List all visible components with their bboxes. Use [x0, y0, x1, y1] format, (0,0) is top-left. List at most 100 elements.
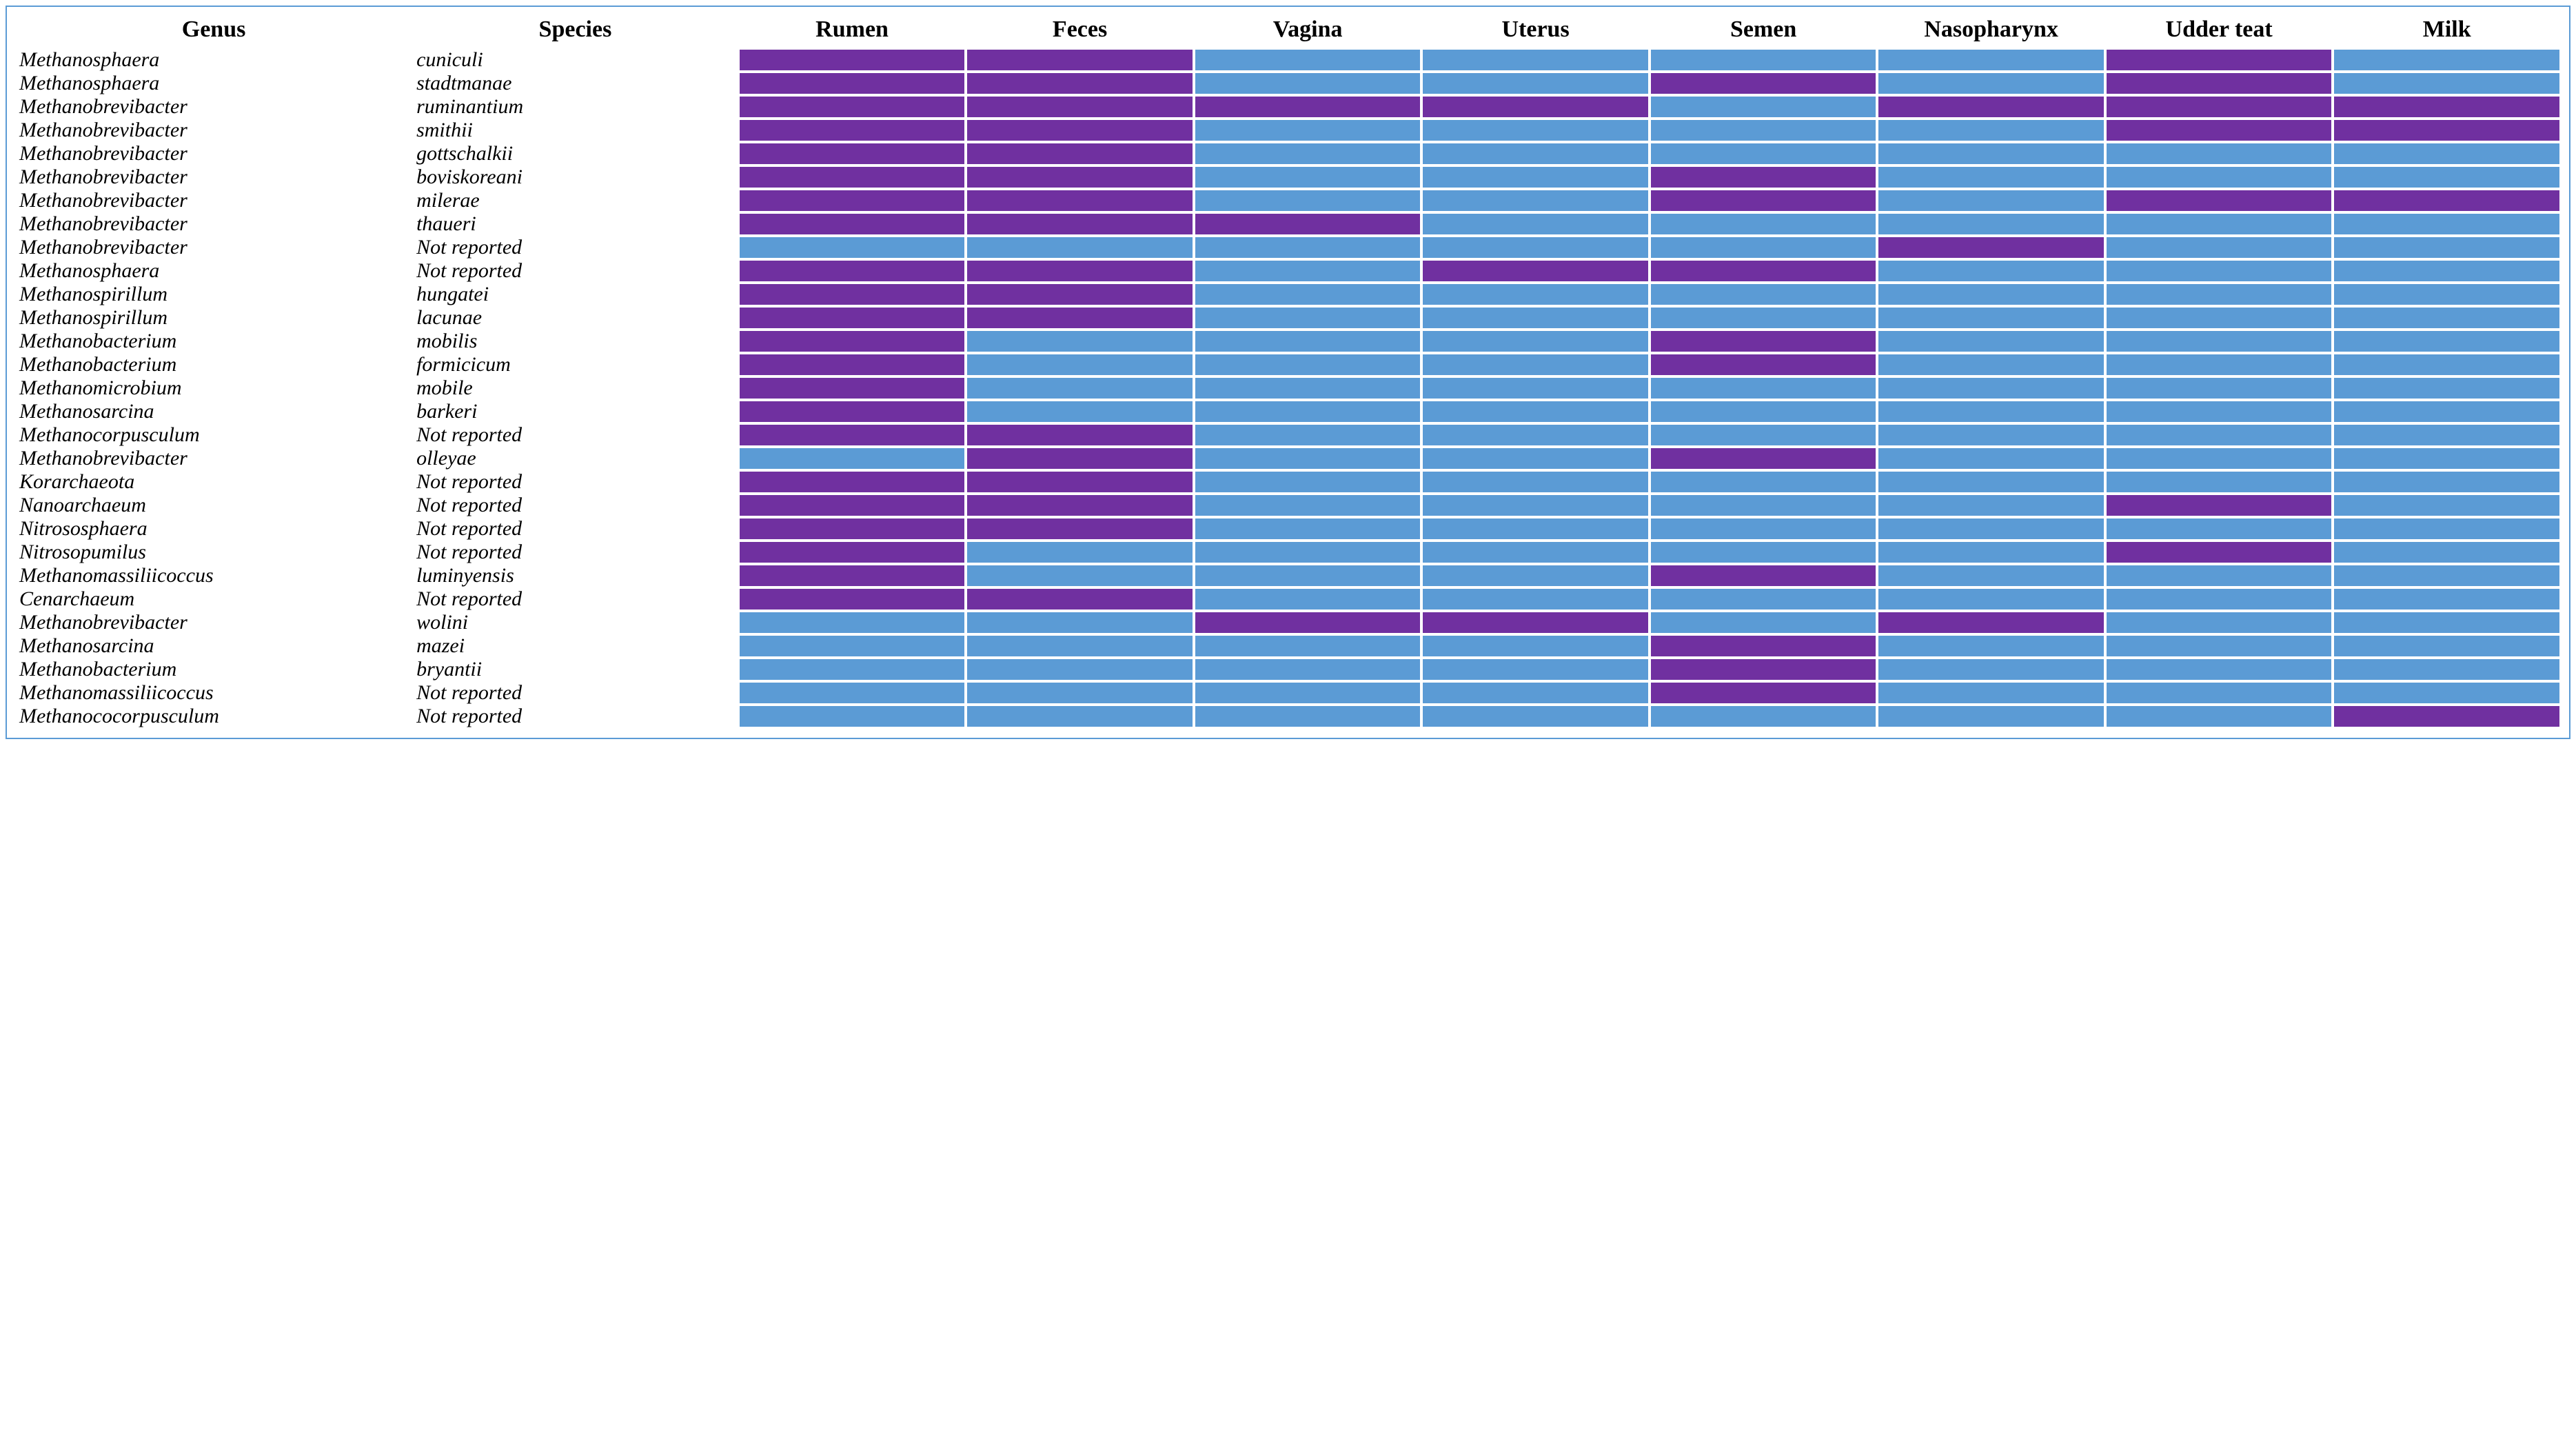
heatmap-bar	[1195, 97, 1421, 117]
heatmap-cell	[1650, 611, 1878, 634]
heatmap-cell	[1194, 259, 1422, 283]
species-label: Not reported	[412, 681, 738, 705]
heatmap-bar	[967, 284, 1193, 305]
heatmap-cell	[738, 95, 966, 119]
heatmap-cell	[966, 72, 1194, 95]
heatmap-cell	[2105, 142, 2333, 165]
species-label: Not reported	[412, 541, 738, 564]
heatmap-bar	[1651, 448, 1876, 469]
heatmap-bar	[1651, 50, 1876, 70]
heatmap-bar	[2334, 50, 2559, 70]
heatmap-bar	[1651, 659, 1876, 680]
heatmap-cell	[738, 447, 966, 470]
heatmap-cell	[966, 681, 1194, 705]
genus-label: Methanobrevibacter	[15, 236, 412, 259]
heatmap-cell	[1194, 306, 1422, 330]
heatmap-bar	[1423, 565, 1648, 586]
genus-label: Methanococorpusculum	[15, 705, 412, 728]
heatmap-cell	[1650, 48, 1878, 72]
heatmap-cell	[2105, 681, 2333, 705]
heatmap-cell	[738, 330, 966, 353]
heatmap-cell	[1650, 517, 1878, 541]
heatmap-cell	[2333, 165, 2561, 189]
heatmap-bar	[1651, 167, 1876, 188]
heatmap-bar	[1195, 308, 1421, 328]
heatmap-bar	[1423, 448, 1648, 469]
heatmap-cell	[1421, 72, 1650, 95]
heatmap-cell	[1194, 119, 1422, 142]
heatmap-cell	[966, 400, 1194, 423]
heatmap-cell	[2105, 353, 2333, 376]
species-label: hungatei	[412, 283, 738, 306]
table-row: Methanosarcinabarkeri	[15, 400, 2561, 423]
species-label: stadtmanae	[412, 72, 738, 95]
heatmap-bar	[1878, 472, 2104, 492]
header-site-4: Semen	[1650, 14, 1878, 48]
heatmap-cell	[1194, 494, 1422, 517]
heatmap-bar	[2107, 565, 2332, 586]
heatmap-cell	[1421, 447, 1650, 470]
heatmap-cell	[1194, 48, 1422, 72]
header-site-7: Milk	[2333, 14, 2561, 48]
heatmap-bar	[1423, 308, 1648, 328]
heatmap-bar	[2107, 683, 2332, 703]
table-row: Methanospirillumlacunae	[15, 306, 2561, 330]
heatmap-bar	[967, 143, 1193, 164]
heatmap-cell	[1877, 423, 2105, 447]
heatmap-bar	[2107, 354, 2332, 375]
heatmap-cell	[2105, 236, 2333, 259]
genus-label: Methanosphaera	[15, 48, 412, 72]
table-head: Genus Species Rumen Feces Vagina Uterus …	[15, 14, 2561, 48]
heatmap-bar	[1195, 50, 1421, 70]
heatmap-bar	[2107, 331, 2332, 352]
heatmap-bar	[1423, 354, 1648, 375]
heatmap-cell	[2333, 447, 2561, 470]
heatmap-cell	[966, 142, 1194, 165]
heatmap-cell	[2333, 517, 2561, 541]
species-label: boviskoreani	[412, 165, 738, 189]
species-label: Not reported	[412, 259, 738, 283]
heatmap-cell	[2105, 517, 2333, 541]
heatmap-bar	[967, 308, 1193, 328]
heatmap-bar	[2107, 237, 2332, 258]
heatmap-bar	[2107, 659, 2332, 680]
heatmap-bar	[1423, 401, 1648, 422]
heatmap-bar	[1651, 331, 1876, 352]
heatmap-cell	[2105, 658, 2333, 681]
heatmap-cell	[2105, 564, 2333, 587]
heatmap-cell	[966, 470, 1194, 494]
genus-label: Korarchaeota	[15, 470, 412, 494]
heatmap-bar	[1423, 659, 1648, 680]
heatmap-bar	[967, 354, 1193, 375]
heatmap-cell	[2333, 330, 2561, 353]
heatmap-cell	[738, 72, 966, 95]
table-row: Methanobrevibacterboviskoreani	[15, 165, 2561, 189]
heatmap-bar	[1878, 73, 2104, 94]
heatmap-cell	[1877, 259, 2105, 283]
heatmap-bar	[1878, 354, 2104, 375]
heatmap-bar	[967, 659, 1193, 680]
heatmap-cell	[738, 189, 966, 212]
heatmap-cell	[2333, 400, 2561, 423]
heatmap-bar	[740, 143, 965, 164]
heatmap-cell	[1421, 517, 1650, 541]
heatmap-bar	[2107, 542, 2332, 563]
heatmap-cell	[2333, 470, 2561, 494]
heatmap-cell	[738, 564, 966, 587]
heatmap-cell	[1877, 72, 2105, 95]
heatmap-cell	[1650, 353, 1878, 376]
heatmap-cell	[2105, 705, 2333, 728]
heatmap-cell	[2333, 353, 2561, 376]
heatmap-cell	[2105, 72, 2333, 95]
heatmap-cell	[738, 236, 966, 259]
heatmap-cell	[966, 658, 1194, 681]
heatmap-bar	[1878, 261, 2104, 281]
heatmap-cell	[1194, 330, 1422, 353]
heatmap-cell	[1421, 353, 1650, 376]
species-label: Not reported	[412, 494, 738, 517]
heatmap-cell	[966, 423, 1194, 447]
heatmap-bar	[1195, 120, 1421, 141]
table-row: CenarchaeumNot reported	[15, 587, 2561, 611]
heatmap-cell	[1421, 564, 1650, 587]
heatmap-cell	[1650, 423, 1878, 447]
